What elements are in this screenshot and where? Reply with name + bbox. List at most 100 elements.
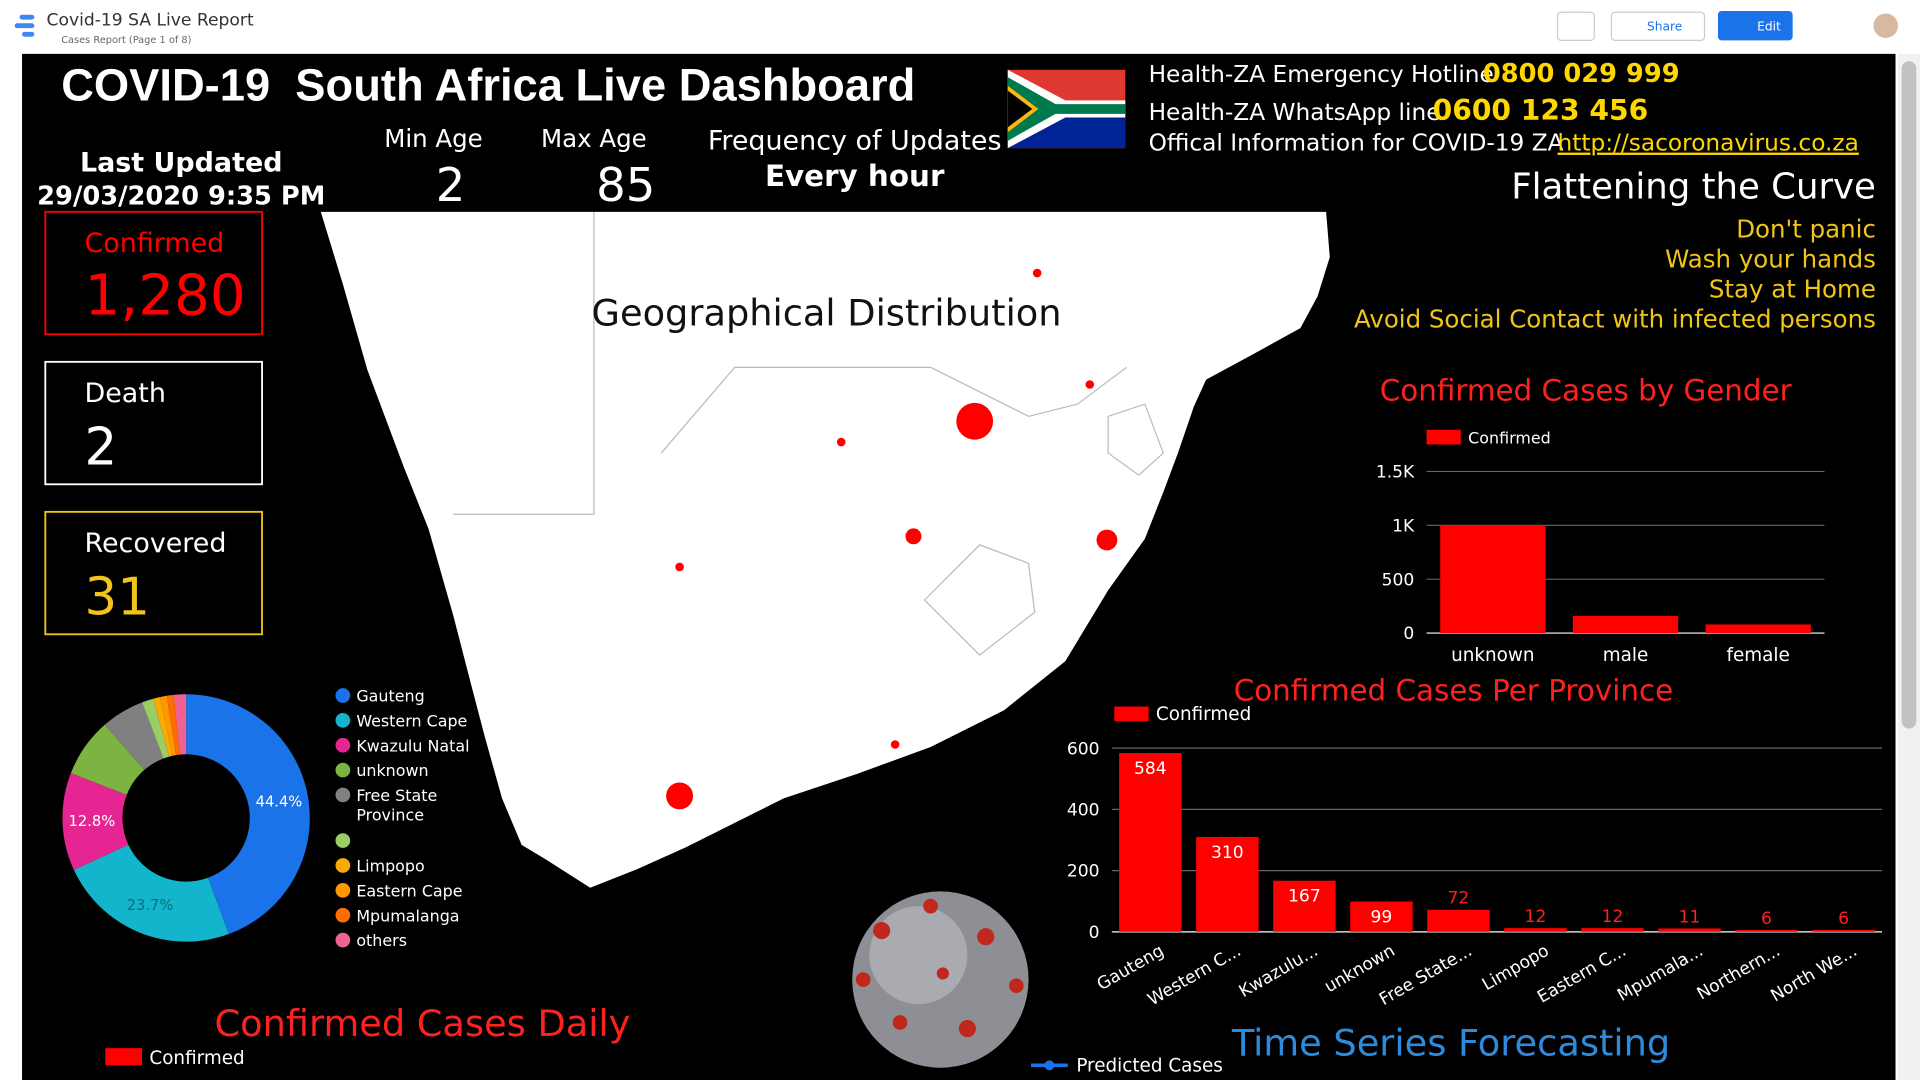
bar (1504, 928, 1567, 932)
legend-dot (335, 907, 351, 923)
min-age: 2 (436, 158, 466, 212)
slice-label: 44.4% (256, 793, 303, 810)
bar (1350, 901, 1413, 932)
y-tick-label: 500 (1382, 570, 1415, 590)
bar-value-label: 12 (1602, 907, 1624, 927)
legend-label: Eastern Cape (356, 881, 462, 900)
map-land (320, 211, 1330, 888)
donut-slice (104, 702, 164, 770)
advice-line: Wash your hands (1665, 245, 1876, 274)
avatar[interactable] (1873, 13, 1898, 38)
y-tick-label: 0 (1403, 624, 1414, 644)
legend-label: Confirmed (1468, 428, 1551, 447)
min-age-label: Min Age (384, 124, 483, 153)
daily-title: Confirmed Cases Daily (215, 1002, 631, 1045)
curve-title: Flattening the Curve (1511, 166, 1876, 207)
map-title: Geographical Distribution (592, 292, 1062, 335)
frequency: Every hour (765, 159, 945, 193)
hotline: 0800 029 999 (1483, 59, 1680, 89)
virus-image (852, 891, 1029, 1068)
info-label: Offical Information for COVID-19 ZA (1149, 130, 1564, 157)
legend-label: Gauteng (356, 687, 424, 706)
donut-slice (142, 698, 170, 759)
y-tick-label: 200 (1067, 862, 1100, 882)
legend-dot (335, 713, 351, 728)
bar-value-label: 99 (1371, 907, 1393, 927)
daily-legend: Confirmed (149, 1048, 244, 1069)
y-tick-label: 1.5K (1376, 463, 1415, 483)
refresh-button[interactable] (1556, 11, 1595, 42)
app-logo (14, 14, 35, 37)
advice-line: Avoid Social Contact with infected perso… (1354, 305, 1876, 334)
kpi-card (44, 510, 263, 636)
frequency-label: Frequency of Updates (708, 125, 1002, 156)
bar (1581, 928, 1644, 932)
bar-value-label: 6 (1838, 909, 1849, 929)
max-age: 85 (596, 158, 655, 212)
bar-value-label: 12 (1525, 907, 1547, 927)
edit-label: Edit (1757, 20, 1781, 34)
scroll-thumb[interactable] (1901, 61, 1917, 729)
breadcrumb[interactable]: Cases Report (Page 1 of 8) (61, 35, 191, 46)
y-tick-label: 0 (1089, 923, 1100, 943)
advice-line: Stay at Home (1709, 275, 1876, 304)
legend-dot (335, 882, 351, 898)
legend-label: Free State Province (356, 786, 437, 825)
share-button[interactable] (1610, 11, 1706, 42)
legend-label: Limpopo (356, 857, 424, 876)
legend-label: Western Cape (356, 711, 467, 730)
kpi-value: 1,280 (84, 264, 245, 329)
legend-label: unknown (356, 761, 428, 780)
legend-label: Mpumalanga (356, 906, 459, 925)
kpi-label: Confirmed (84, 228, 224, 259)
info-link[interactable]: http://sacoronavirus.co.za (1558, 130, 1859, 157)
y-tick-label: 400 (1067, 801, 1100, 821)
donut-slice (166, 694, 180, 756)
legend-swatch (1114, 706, 1149, 722)
slice-label: 12.8% (69, 813, 116, 830)
chart-title: Confirmed Cases Per Province (1234, 673, 1674, 707)
donut-slice (62, 773, 129, 870)
hotline-label: Health-ZA Emergency Hotline (1149, 61, 1494, 88)
whatsapp: 0600 123 456 (1433, 94, 1649, 127)
legend-dot (335, 688, 351, 703)
legend-dot (335, 762, 351, 778)
bar (1705, 624, 1811, 634)
kpi-value: 31 (84, 568, 149, 628)
donut-slice (70, 724, 145, 795)
last-updated: 29/03/2020 9:35 PM (37, 181, 325, 211)
bar-value-label: 167 (1288, 887, 1321, 907)
app-title: Covid-19 SA Live Report (47, 11, 254, 31)
bar (1812, 930, 1875, 932)
share-label: Share (1647, 20, 1682, 34)
legend-dot (335, 932, 351, 948)
bar (1572, 615, 1679, 634)
kpi-card (44, 360, 263, 486)
max-age-label: Max Age (541, 124, 647, 153)
dashboard-title: COVID-19 South Africa Live Dashboard (61, 59, 915, 110)
sa-flag (1007, 69, 1126, 149)
x-tick-label: unknown (1451, 645, 1534, 666)
x-tick-label: male (1603, 645, 1649, 666)
bar-value-label: 11 (1679, 907, 1701, 927)
bar (1735, 930, 1798, 932)
y-tick-label: 1K (1392, 516, 1415, 536)
legend-label: others (356, 931, 407, 950)
bar-value-label: 584 (1134, 759, 1167, 779)
edit-button[interactable] (1717, 11, 1793, 41)
forecast-legend: Predicted Cases (1076, 1055, 1223, 1076)
bar (1440, 525, 1546, 634)
bar (1273, 880, 1336, 932)
donut-slice (159, 695, 177, 756)
donut-slice (73, 844, 229, 942)
legend-dot (335, 737, 351, 753)
y-tick-label: 600 (1067, 739, 1100, 759)
legend-dot (335, 833, 351, 848)
bar (1658, 928, 1721, 932)
legend-label: Kwazulu Natal (356, 736, 469, 755)
bar (1119, 753, 1182, 932)
bar (1196, 836, 1259, 932)
legend-label: Confirmed (1156, 704, 1251, 725)
kpi-value: 2 (84, 418, 117, 478)
